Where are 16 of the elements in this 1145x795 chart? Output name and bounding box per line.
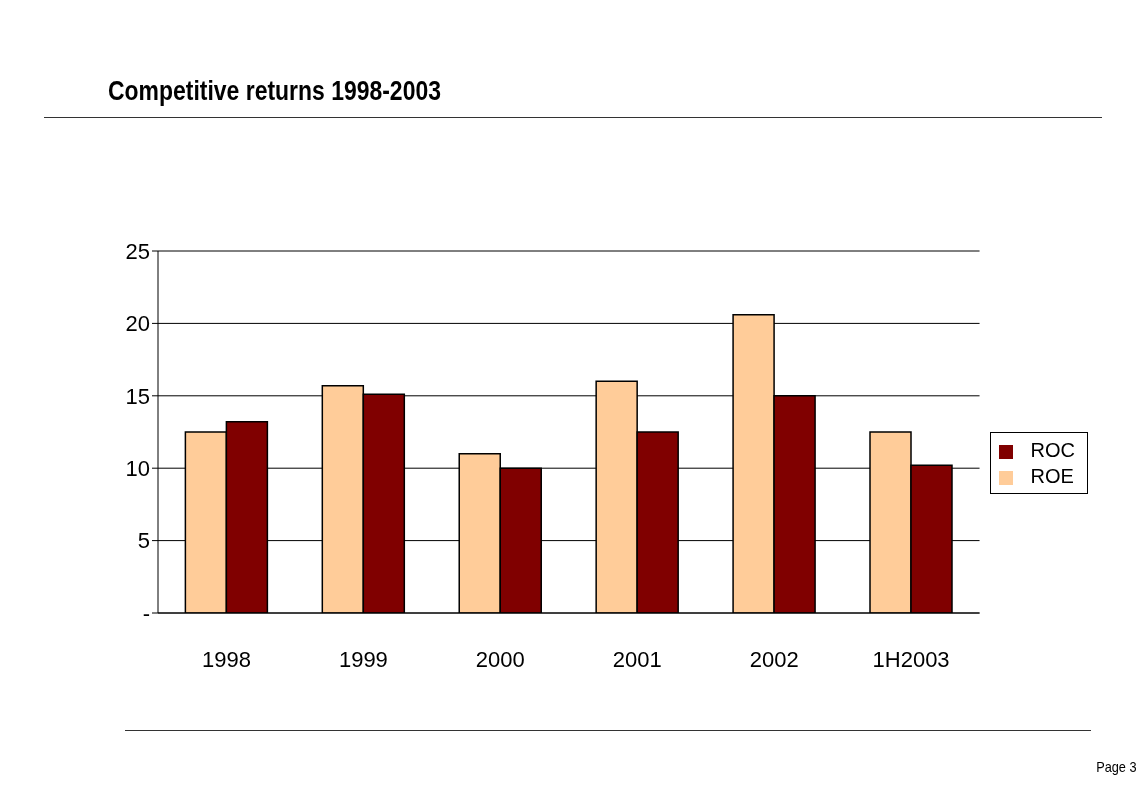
- x-tick-label: 1H2003: [872, 646, 950, 672]
- y-tick-label: 15: [125, 383, 150, 409]
- y-tick-label: 25: [125, 238, 150, 264]
- y-tick-label: 20: [125, 311, 150, 337]
- y-tick-label: 10: [125, 456, 150, 482]
- x-tick-label: 2001: [612, 646, 662, 672]
- x-tick-label: 2000: [475, 646, 525, 672]
- text: Page 3: [1096, 758, 1137, 775]
- legend-label: ROE: [1030, 465, 1074, 487]
- x-tick-label: 1999: [338, 646, 388, 672]
- legend-label: ROC: [1030, 439, 1075, 461]
- x-tick-label: 1998: [201, 646, 251, 672]
- x-tick-label: 2002: [749, 646, 799, 672]
- y-tick-label: 5: [137, 528, 150, 554]
- chart-title: Competitive returns 1998-2003: [108, 76, 441, 107]
- y-tick-label: -: [142, 600, 150, 626]
